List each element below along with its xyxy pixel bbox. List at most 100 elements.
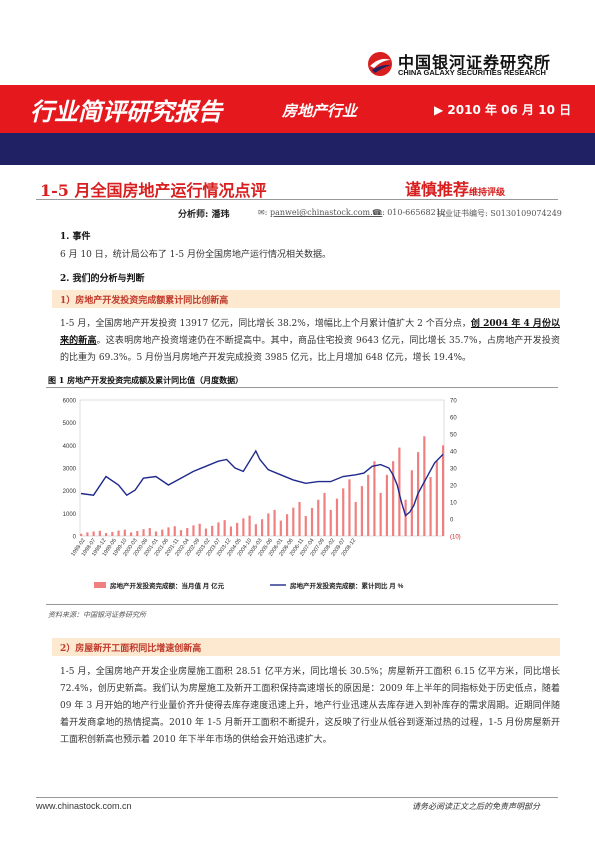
bar — [161, 529, 164, 536]
section-analysis-heading: 2. 我们的分析与判断 — [60, 274, 145, 284]
bar — [261, 519, 264, 536]
investment-highlight: 创 2004 年 4 月份以来的新高 — [60, 319, 560, 346]
bar — [317, 499, 320, 536]
bar — [217, 522, 220, 536]
galaxy-logo-icon — [368, 52, 392, 76]
report-title: 1-5 月全国房地产运行情况点评 — [40, 181, 267, 200]
legend-bar-swatch — [94, 582, 106, 588]
bar — [435, 461, 438, 536]
legend-line-label: 房地产开发投资完成额：累计同比 月 % — [290, 581, 404, 590]
series-line — [80, 449, 444, 517]
bar — [236, 522, 239, 536]
email-link[interactable]: panwei@chinastock.com.cn — [269, 208, 383, 217]
bar — [285, 514, 289, 536]
footer-website[interactable]: www.chinastock.com.cn — [36, 801, 132, 811]
bar — [167, 527, 170, 536]
analyst-email[interactable]: ✉: panwei@chinastock.com.cn — [258, 208, 382, 217]
bar — [186, 528, 189, 536]
bar — [80, 533, 83, 536]
right-axis-tick: 0 — [450, 518, 454, 524]
bar — [148, 528, 151, 536]
bar — [348, 479, 351, 536]
section-event-heading: 1. 事件 — [60, 232, 91, 242]
report-date: ▶ 2010 年 06 月 10 日 — [434, 103, 572, 117]
bar — [242, 518, 245, 536]
bar — [323, 492, 326, 536]
subsection-new-construction: 2）房屋新开工面积同比增速创新高 — [52, 638, 560, 656]
new-construction-paragraph: 1-5 月，全国房地产开发企业房屋施工面积 28.51 亿平方米，同比增长 30… — [60, 667, 560, 745]
bar — [360, 486, 364, 536]
bar — [379, 492, 382, 536]
footer-disclaimer: 请务必阅读正文之后的免责声明部分 — [412, 802, 540, 811]
bar — [142, 529, 145, 536]
bar — [373, 461, 376, 536]
subsection-new-construction-title: 2）房屋新开工面积同比增速创新高 — [60, 644, 202, 654]
rating-label: 谨慎推荐 — [405, 180, 470, 199]
analyst-cert: 执业证书编号: S0130109074249 — [437, 209, 562, 218]
report-type: 行业简评研究报告 — [30, 98, 222, 126]
left-axis-tick: 1000 — [63, 512, 77, 518]
bar — [111, 531, 114, 536]
right-axis-tick: (10) — [450, 535, 461, 541]
bar — [86, 532, 89, 536]
investment-text-a: 1-5 月，全国房地产开发投资 13917 亿元，同比增长 38.2%，增幅比上… — [60, 319, 471, 329]
mail-icon: ✉: — [258, 208, 270, 217]
legend-bar-label: 房地产开发投资完成额：当月值 月 亿元 — [110, 581, 225, 590]
right-axis-tick: 70 — [450, 399, 457, 405]
bar — [385, 474, 388, 536]
source-rule — [46, 604, 558, 605]
left-axis-tick: 6000 — [63, 399, 77, 405]
bar — [98, 530, 101, 536]
bar — [292, 507, 295, 536]
bar — [105, 533, 108, 536]
rating-note: 维持评级 — [469, 188, 506, 198]
bar — [254, 524, 257, 536]
bar — [429, 477, 432, 536]
bar — [267, 513, 270, 536]
figure-title: 图 1 房地产开发投资完成额及累计同比值（月度数据） — [48, 375, 244, 385]
left-axis-tick: 2000 — [63, 489, 77, 495]
header-navy-band — [0, 133, 595, 165]
bar — [92, 531, 95, 536]
bar — [248, 515, 251, 536]
bar — [204, 528, 208, 536]
bar — [229, 526, 232, 536]
rating: 谨慎推荐维持评级 — [405, 176, 505, 200]
right-axis-tick: 60 — [450, 416, 457, 422]
right-axis-tick: 20 — [450, 484, 457, 490]
bar — [441, 445, 445, 536]
investment-chart: 6000 5000 4000 3000 2000 1000 0 70 60 50 40 30 20 10 0… — [63, 399, 461, 591]
right-axis-tick: 50 — [450, 433, 457, 439]
bar — [211, 525, 214, 536]
left-axis-tick: 4000 — [63, 444, 77, 450]
bar — [310, 507, 314, 536]
investment-paragraph: 1-5 月，全国房地产开发投资 13917 亿元，同比增长 38.2%，增幅比上… — [60, 316, 560, 367]
bar — [179, 530, 183, 536]
figure-top-rule — [46, 387, 558, 388]
bar — [273, 509, 276, 536]
header-red-band — [0, 85, 595, 133]
subsection-investment: 1）房地产开发投资完成额累计同比创新高 — [52, 290, 560, 308]
footer-rule — [36, 797, 558, 798]
bar — [192, 525, 195, 536]
bar — [173, 526, 176, 536]
bar — [404, 499, 407, 536]
bar — [223, 520, 226, 536]
right-axis-tick: 40 — [450, 450, 457, 456]
bar — [354, 502, 357, 536]
section-event-text: 6 月 10 日，统计局公布了 1-5 月份全国房地产运行情况相关数据。 — [60, 250, 331, 260]
subsection-investment-title: 1）房地产开发投资完成额累计同比创新高 — [60, 296, 229, 306]
logo-chinese-name: 中国银河证券研究所 — [398, 53, 552, 72]
sector-label: 房地产行业 — [282, 102, 358, 120]
bar — [329, 509, 332, 536]
analyst-phone: ☎: 010-66568212 — [372, 208, 446, 217]
bar — [279, 520, 282, 536]
bar — [367, 474, 370, 536]
bar — [154, 531, 158, 536]
left-axis-tick: 3000 — [63, 467, 77, 473]
bar — [392, 461, 395, 536]
bar — [129, 532, 133, 536]
bar — [136, 531, 139, 536]
bar — [123, 529, 126, 536]
bar — [410, 470, 413, 536]
